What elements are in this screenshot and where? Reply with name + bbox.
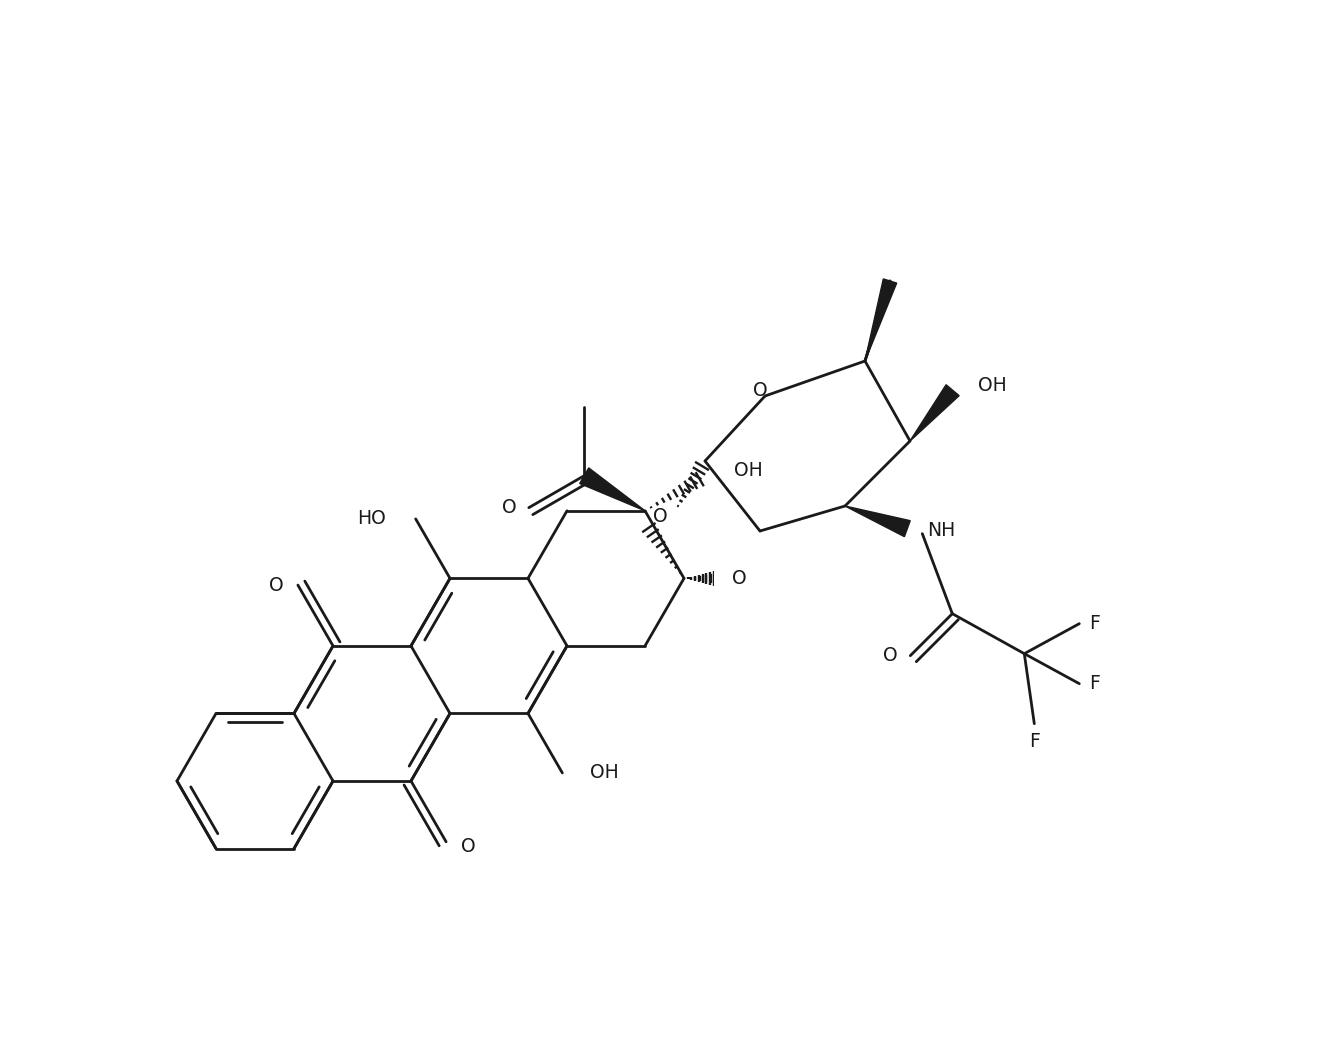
Text: O: O <box>883 646 898 665</box>
Text: F: F <box>1030 732 1040 751</box>
Text: OH: OH <box>977 376 1007 394</box>
Text: O: O <box>653 506 668 525</box>
Polygon shape <box>845 506 910 537</box>
Text: NH: NH <box>927 521 956 540</box>
Text: O: O <box>731 569 746 588</box>
Text: O: O <box>501 498 516 517</box>
Text: OH: OH <box>590 764 620 782</box>
Text: F: F <box>1089 675 1099 693</box>
Text: O: O <box>269 575 284 594</box>
Text: O: O <box>461 837 476 857</box>
Polygon shape <box>579 468 645 510</box>
Text: HO: HO <box>358 509 386 528</box>
FancyBboxPatch shape <box>714 564 763 593</box>
Text: OH: OH <box>734 461 762 480</box>
Polygon shape <box>866 279 896 361</box>
Text: O: O <box>753 382 767 401</box>
Text: F: F <box>1089 614 1099 633</box>
Polygon shape <box>910 385 960 441</box>
